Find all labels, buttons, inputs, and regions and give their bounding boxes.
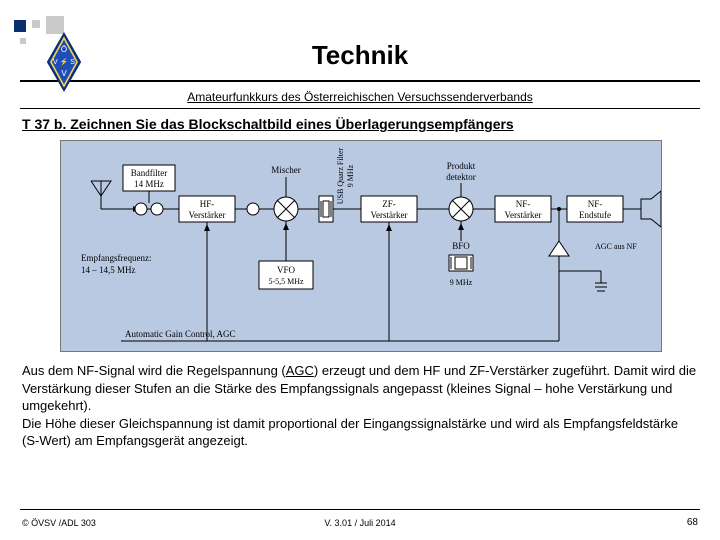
body-text: Aus dem NF-Signal wird die Regelspannung… (22, 363, 286, 378)
footer-version: V. 3.01 / Juli 2014 (0, 518, 720, 528)
footer-page-number: 68 (687, 517, 698, 528)
svg-text:V ⚡ S: V ⚡ S (53, 57, 75, 66)
svg-text:NF-: NF- (588, 199, 603, 209)
svg-text:Ö: Ö (61, 45, 67, 54)
divider (20, 108, 700, 109)
page-subtitle: Amateurfunkkurs des Österreichischen Ver… (0, 90, 720, 104)
question-number: T 37 b. (22, 116, 66, 132)
question-text: Zeichnen Sie das Blockschaltbild eines Ü… (70, 116, 513, 132)
svg-text:Verstärker: Verstärker (189, 210, 226, 220)
deco-square (32, 20, 40, 28)
svg-text:HF-: HF- (200, 199, 215, 209)
svg-text:5-5,5 MHz: 5-5,5 MHz (268, 277, 304, 286)
body-text: Die Höhe dieser Gleichspannung ist damit… (22, 416, 678, 449)
svg-text:V: V (61, 69, 67, 78)
svg-text:detektor: detektor (446, 172, 476, 182)
oevsv-logo: Ö V ⚡ S V (44, 32, 84, 92)
block-diagram: Bandfilter 14 MHz HF- Verstärker Mischer… (60, 140, 662, 352)
svg-text:Verstärker: Verstärker (505, 210, 542, 220)
svg-text:Produkt: Produkt (447, 161, 476, 171)
svg-text:BFO: BFO (452, 241, 470, 251)
divider (20, 80, 700, 82)
svg-text:Endstufe: Endstufe (579, 210, 611, 220)
deco-square (14, 20, 26, 32)
svg-text:AGC aus NF: AGC aus NF (595, 242, 637, 251)
page-title: Technik (0, 40, 720, 71)
svg-text:USB Quarz Filter: USB Quarz Filter (336, 147, 345, 204)
svg-text:14 – 14,5 MHz: 14 – 14,5 MHz (81, 265, 136, 275)
svg-text:9 MHz: 9 MHz (346, 164, 355, 187)
body-paragraph: Aus dem NF-Signal wird die Regelspannung… (22, 362, 698, 450)
question-heading: T 37 b. Zeichnen Sie das Blockschaltbild… (22, 116, 514, 132)
svg-text:9 MHz: 9 MHz (450, 278, 473, 287)
divider (20, 509, 700, 510)
svg-text:Mischer: Mischer (271, 165, 301, 175)
agc-abbrev: AGC (286, 363, 314, 378)
svg-text:Automatic Gain Control, AGC: Automatic Gain Control, AGC (125, 329, 236, 339)
svg-text:Verstärker: Verstärker (371, 210, 408, 220)
svg-text:ZF-: ZF- (382, 199, 396, 209)
svg-text:Bandfilter: Bandfilter (131, 168, 168, 178)
svg-text:Empfangsfrequenz:: Empfangsfrequenz: (81, 253, 151, 263)
svg-text:14 MHz: 14 MHz (134, 179, 164, 189)
svg-text:VFO: VFO (277, 265, 296, 275)
svg-text:NF-: NF- (516, 199, 531, 209)
